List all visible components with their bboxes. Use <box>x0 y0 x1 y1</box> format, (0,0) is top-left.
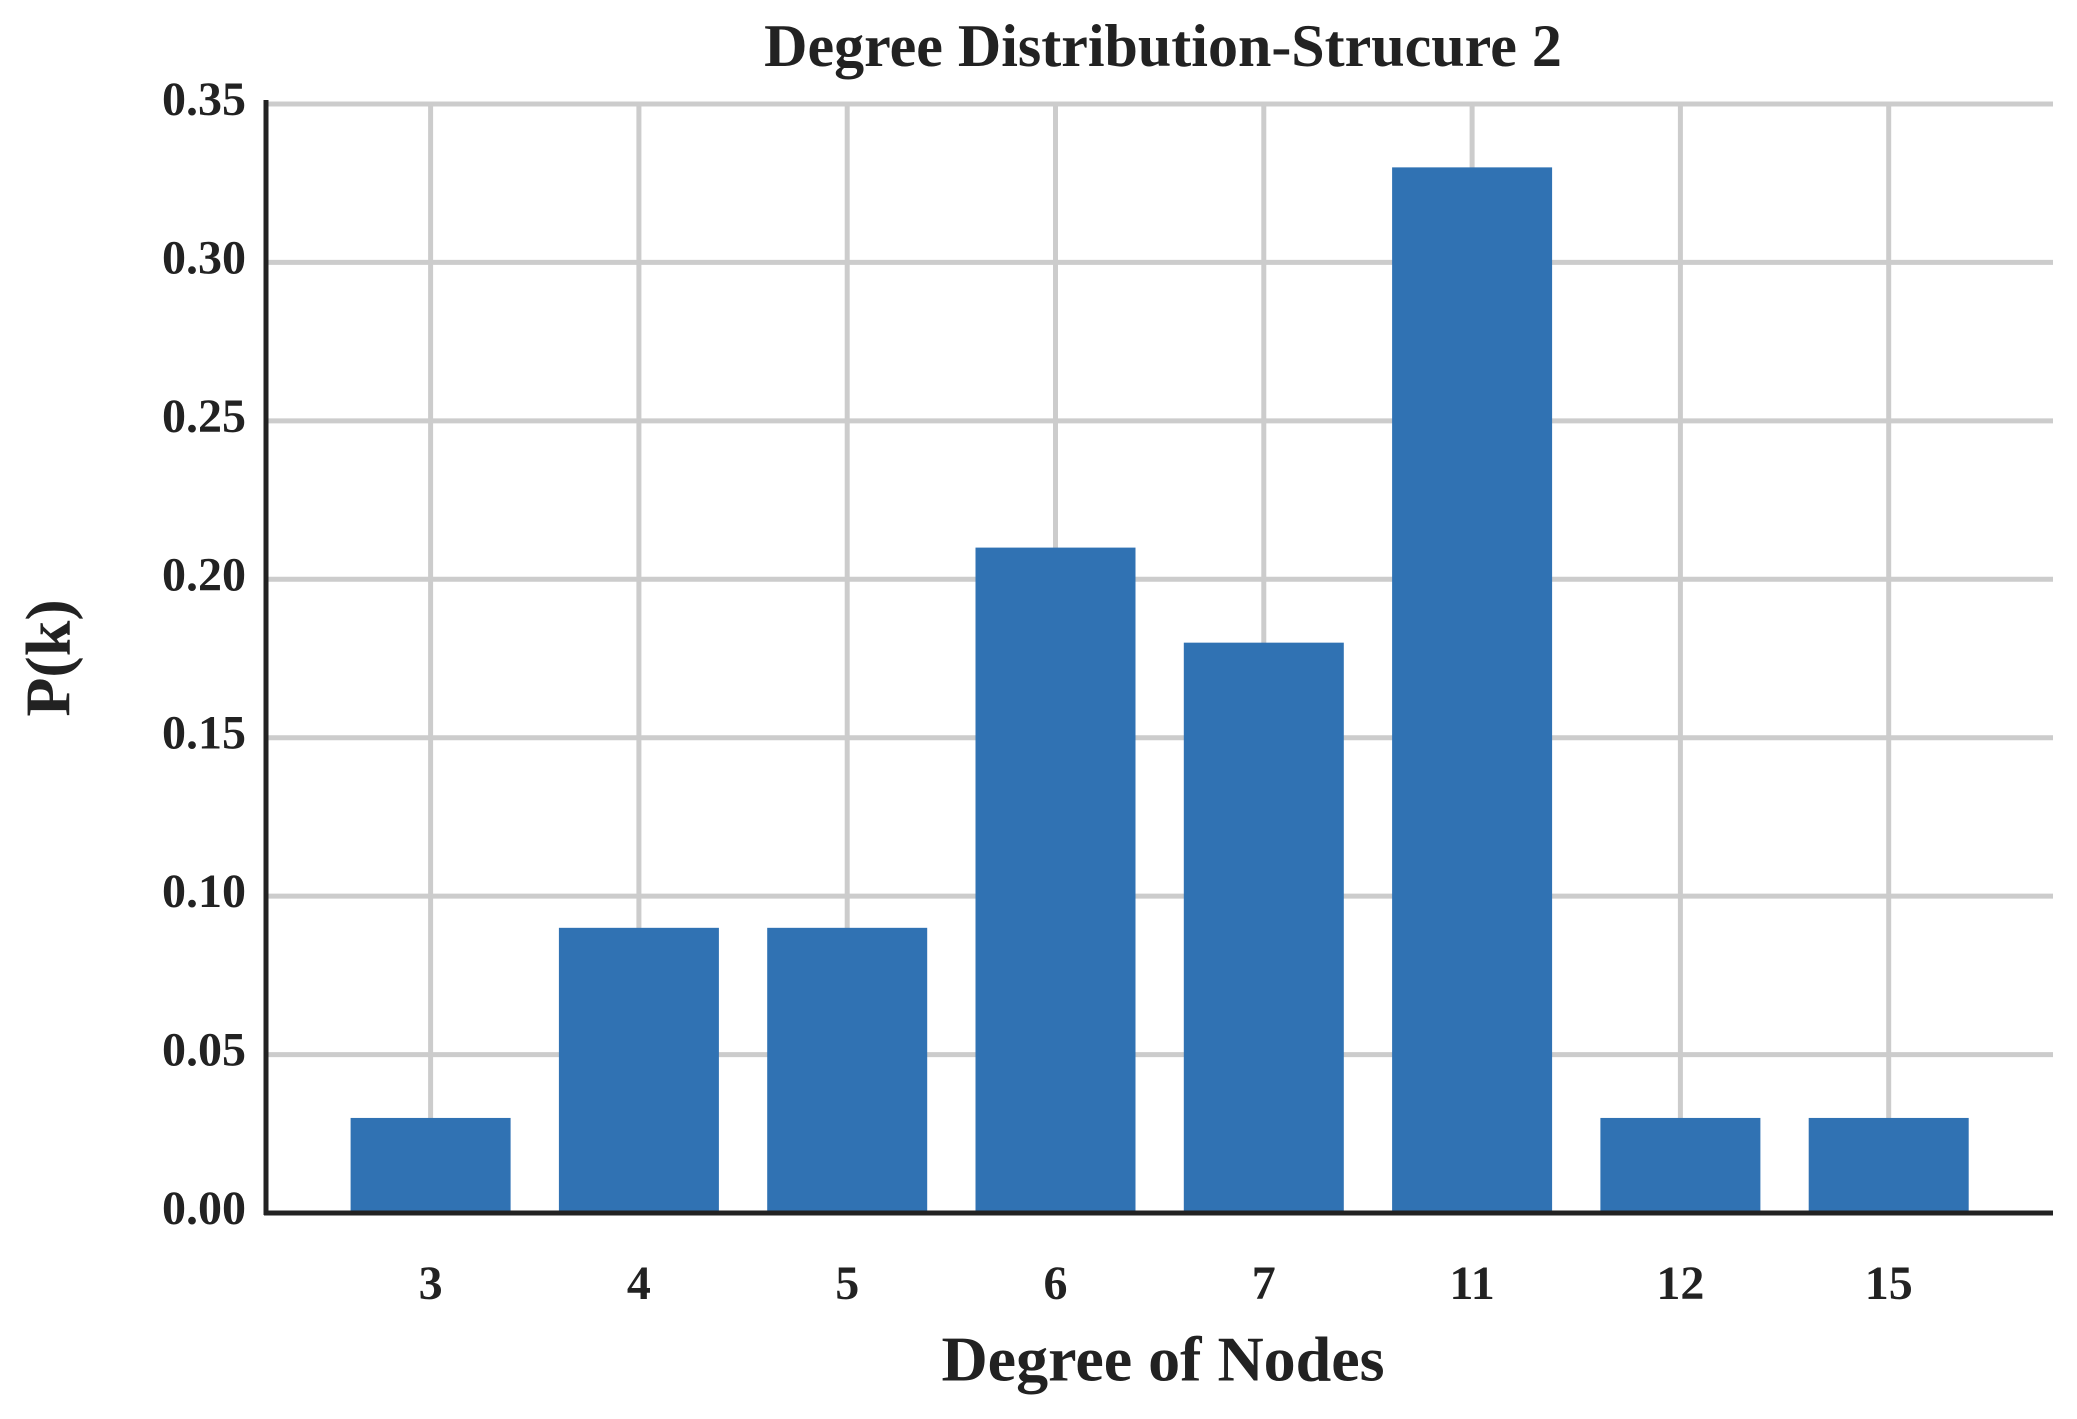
bar <box>1392 167 1553 1213</box>
x-tick-label: 5 <box>835 1257 859 1310</box>
y-axis-label: P(k) <box>13 599 84 716</box>
bar <box>350 1117 511 1213</box>
y-tick-label: 0.35 <box>162 73 246 126</box>
x-tick-label: 15 <box>1865 1257 1913 1310</box>
x-tick-label: 7 <box>1252 1257 1276 1310</box>
bar <box>1183 642 1344 1213</box>
x-tick-label: 11 <box>1449 1257 1494 1310</box>
x-tick-label: 6 <box>1044 1257 1068 1310</box>
x-tick-label: 12 <box>1656 1257 1704 1310</box>
chart-title: Degree Distribution-Strucure 2 <box>764 13 1562 79</box>
bar <box>1808 1117 1969 1213</box>
y-tick-label: 0.25 <box>162 390 246 443</box>
x-tick-label: 3 <box>419 1257 443 1310</box>
bar <box>1600 1117 1761 1213</box>
x-tick-label: 4 <box>627 1257 651 1310</box>
y-tick-label: 0.20 <box>162 548 246 601</box>
y-tick-label: 0.10 <box>162 865 246 918</box>
y-tick-label: 0.30 <box>162 231 246 284</box>
y-tick-label: 0.00 <box>162 1182 246 1235</box>
bar <box>975 547 1136 1213</box>
bar <box>767 927 928 1213</box>
y-tick-label: 0.15 <box>162 707 246 760</box>
grid <box>266 101 2053 1216</box>
bar <box>558 927 719 1213</box>
y-tick-label: 0.05 <box>162 1024 246 1077</box>
x-axis-label: Degree of Nodes <box>941 1324 1384 1395</box>
